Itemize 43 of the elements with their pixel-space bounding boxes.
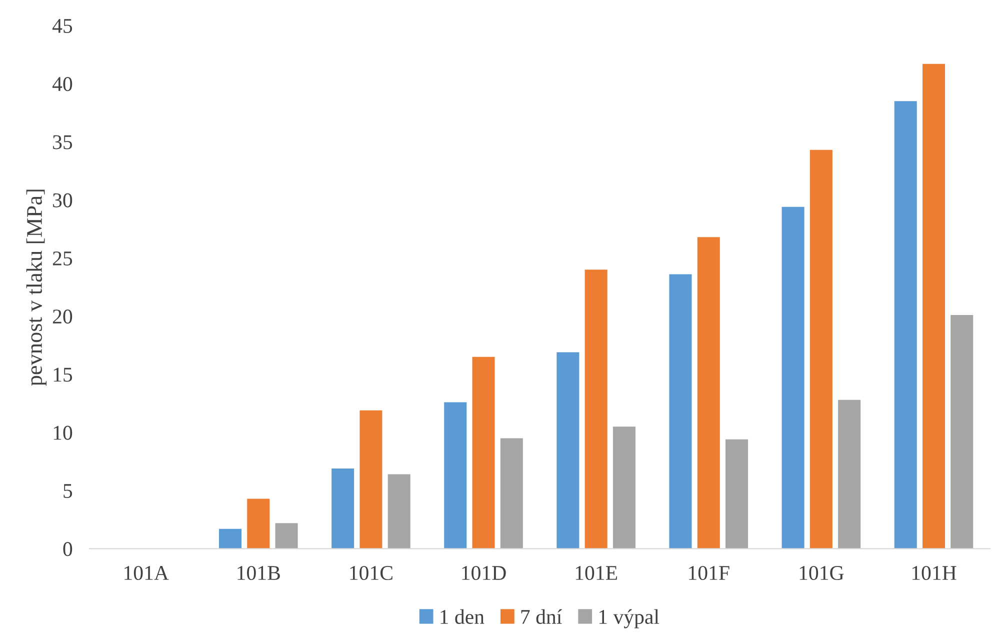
- y-tick-label: 40: [52, 77, 72, 92]
- bar: [332, 468, 354, 549]
- bar: [950, 315, 974, 549]
- x-tick-label: 101D: [462, 566, 506, 580]
- bar: [388, 474, 410, 549]
- bar: [500, 438, 523, 549]
- bar: [810, 150, 832, 549]
- y-tick-label: 15: [54, 368, 72, 382]
- y-tick-label: 10: [54, 426, 72, 440]
- bar: [838, 400, 861, 549]
- legend-label: 1 výpal: [599, 609, 660, 628]
- x-tick-label: 101F: [689, 566, 730, 580]
- y-tick-label: 35: [53, 135, 72, 150]
- legend-label: 1 den: [440, 609, 484, 624]
- y-axis-title: pevnost v tlaku [MPa]: [26, 190, 46, 386]
- bar: [922, 64, 945, 549]
- x-tick-label: 101A: [124, 566, 169, 580]
- bar: [275, 523, 298, 549]
- x-tick-label: 101C: [350, 566, 392, 580]
- x-tick-label: 101E: [576, 566, 618, 580]
- bar: [894, 101, 917, 549]
- bar: [360, 410, 382, 549]
- bar: [218, 528, 242, 549]
- y-tick-label: 25: [52, 251, 72, 266]
- bar: [726, 439, 748, 549]
- x-tick-label: 101B: [238, 566, 280, 580]
- bar: [444, 402, 467, 549]
- y-tick-label: 45: [52, 19, 72, 33]
- bar: [782, 206, 804, 549]
- y-tick-label: 5: [64, 484, 72, 498]
- legend-label: 7 dní: [521, 609, 562, 624]
- bar: [584, 270, 608, 549]
- bar: [697, 237, 720, 549]
- bar: [247, 498, 270, 549]
- bar: [669, 274, 692, 549]
- x-tick-label: 101H: [912, 566, 956, 580]
- y-tick-label: 0: [63, 542, 72, 556]
- y-tick-label: 30: [53, 193, 72, 208]
- bar: [612, 426, 636, 549]
- x-tick-label: 101G: [800, 566, 844, 580]
- y-tick-label: 20: [52, 310, 72, 324]
- bar: [556, 352, 580, 549]
- bar: [472, 356, 495, 549]
